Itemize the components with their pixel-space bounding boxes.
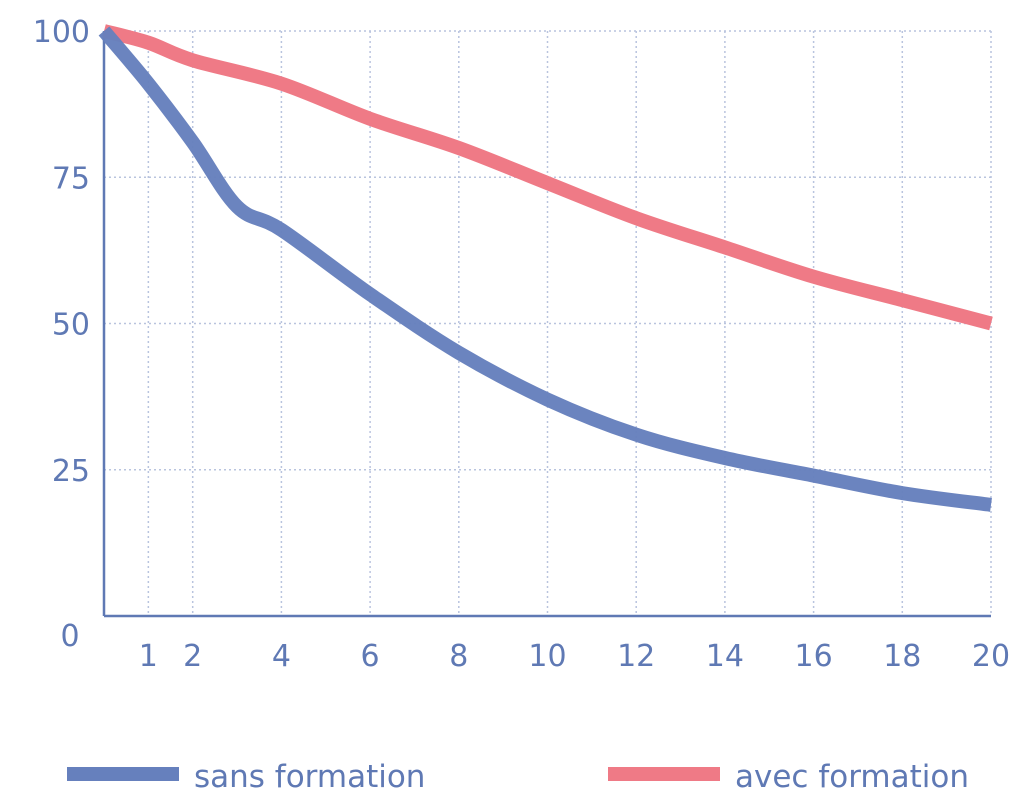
x-tick-label: 16 <box>795 639 833 674</box>
legend-label: sans formation <box>194 759 425 789</box>
legend-swatch <box>608 767 720 781</box>
legend-swatch <box>67 767 179 781</box>
y-tick-label: 0 <box>60 619 79 654</box>
x-tick-label: 2 <box>183 639 202 674</box>
x-tick-label: 12 <box>617 639 655 674</box>
y-tick-label: 50 <box>52 308 90 343</box>
legend-label: avec formation <box>735 759 969 789</box>
x-tick-label: 6 <box>361 639 380 674</box>
x-tick-label: 14 <box>706 639 744 674</box>
tick-labels: 0 25 50 75 100 1 2 4 6 8 10 12 14 16 18 20 <box>33 15 1010 674</box>
x-tick-label: 20 <box>972 639 1010 674</box>
legend: sans formation avec formation <box>67 759 969 789</box>
x-tick-label: 10 <box>528 639 566 674</box>
series-line-avec-formation <box>102 24 993 331</box>
x-tick-label: 1 <box>139 639 158 674</box>
legend-item-sans-formation: sans formation <box>67 759 425 789</box>
legend-item-avec-formation: avec formation <box>608 759 969 789</box>
series-lines <box>98 24 993 512</box>
x-tick-label: 18 <box>883 639 921 674</box>
y-tick-label: 100 <box>33 15 90 50</box>
series-line-sans-formation <box>98 26 992 512</box>
y-tick-label: 25 <box>52 454 90 489</box>
x-tick-label: 8 <box>449 639 468 674</box>
grid <box>104 30 992 616</box>
y-tick-label: 75 <box>52 161 90 196</box>
x-tick-label: 4 <box>272 639 291 674</box>
axes <box>102 31 991 618</box>
